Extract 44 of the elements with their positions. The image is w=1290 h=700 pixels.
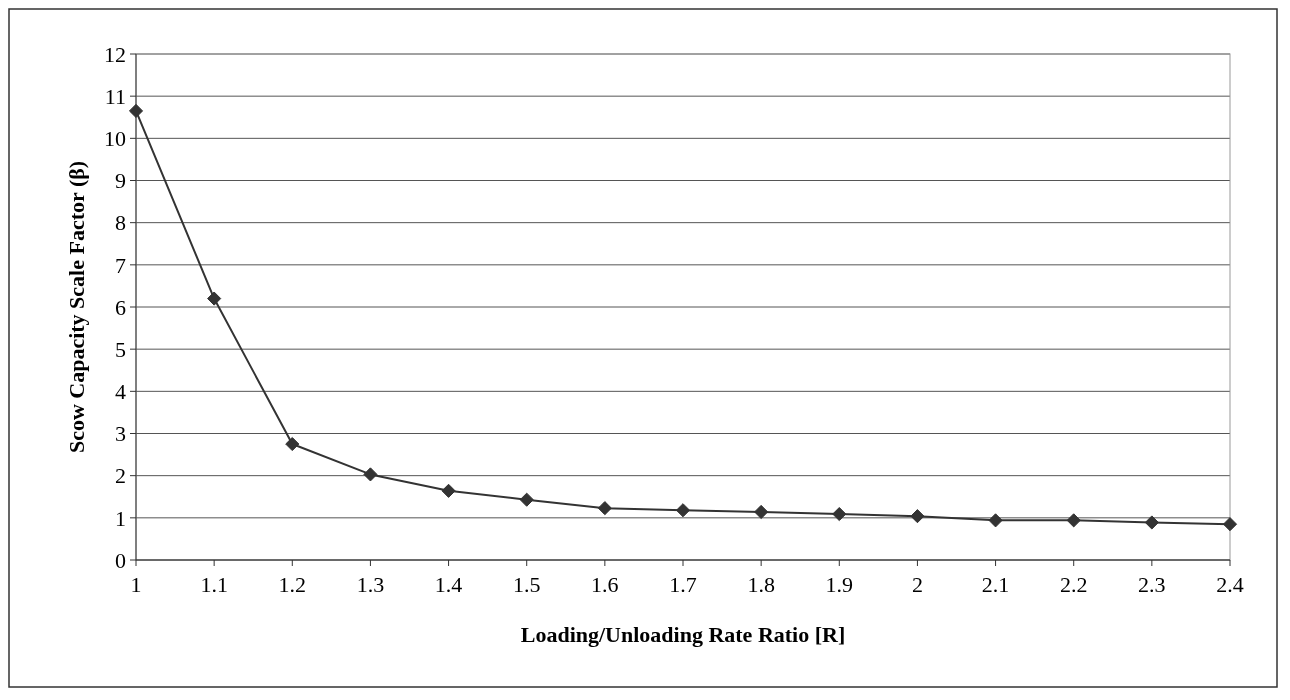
point [285,436,300,452]
x-tick-label: 2.4 [1216,572,1244,597]
y-tick-label: 7 [115,252,126,278]
point [1066,513,1081,528]
x-tick-label: 2.3 [1138,572,1166,597]
point [207,291,222,306]
point [1144,515,1159,530]
x-tick-label: 2 [911,572,923,597]
x-tick-label: 1.3 [356,572,385,597]
x-tick-label: 1.8 [747,572,775,597]
point [832,506,847,522]
x-axis-title: Loading/Unloading Rate Ratio [R] [520,622,846,647]
point [910,509,925,524]
y-tick-label: 5 [115,336,126,362]
y-tick-label: 4 [115,379,126,405]
y-tick-label: 10 [104,126,126,152]
x-tick-label: 1.4 [434,572,463,597]
y-axis-title: Scow Capacity Scale Factor (β) [64,160,89,454]
y-tick-label: 12 [104,41,126,67]
point [754,504,769,519]
x-tick-label: 1.7 [669,572,697,597]
y-tick-label: 1 [115,505,126,531]
y-tick-label: 3 [115,421,126,447]
y-tick-label: 2 [115,463,126,489]
y-tick-label: 0 [115,547,126,573]
y-tick-label: 11 [104,83,126,109]
point [1222,517,1238,532]
point [988,513,1003,528]
point [128,103,144,118]
point [675,503,691,518]
x-tick-label: 1.9 [825,572,854,597]
x-tick-label: 1.6 [591,572,619,597]
point [363,467,378,482]
point [597,501,612,516]
x-tick-label: 1.2 [278,572,307,597]
x-tick-label: 2.1 [981,572,1010,597]
x-tick-label: 2.2 [1059,572,1088,597]
point [441,483,456,498]
y-tick-label: 8 [115,210,126,236]
y-tick-label: 9 [115,168,126,194]
x-tick-label: 1.1 [200,572,228,597]
point [519,492,534,507]
x-tick-label: 1.5 [512,572,541,597]
y-tick-label: 6 [115,294,126,320]
